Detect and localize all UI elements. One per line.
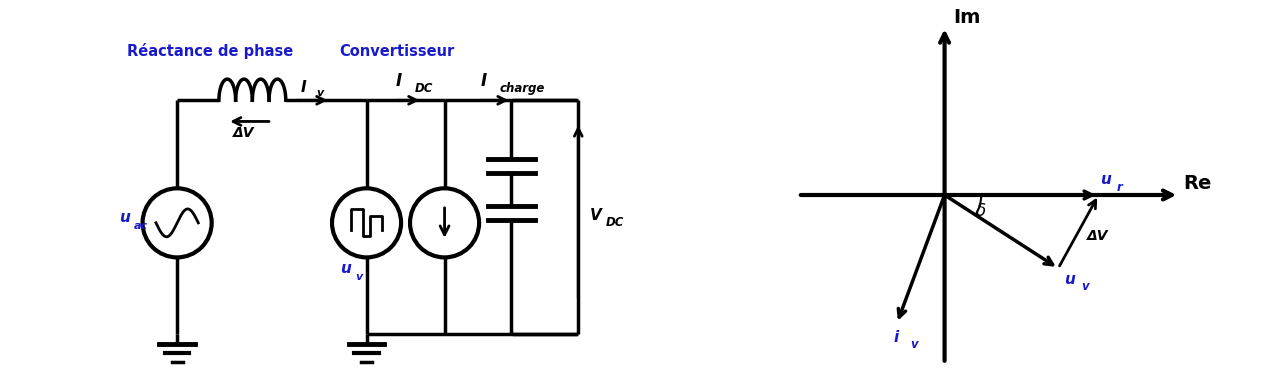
Text: u: u <box>340 261 350 276</box>
Text: δ: δ <box>976 202 986 220</box>
Text: Convertisseur: Convertisseur <box>340 44 455 59</box>
Text: u: u <box>1064 273 1074 287</box>
Text: DC: DC <box>607 216 624 229</box>
Text: I: I <box>301 80 306 95</box>
Text: v: v <box>1082 280 1090 293</box>
Text: Réactance de phase: Réactance de phase <box>128 43 293 59</box>
Text: v: v <box>910 337 918 351</box>
Text: I: I <box>480 73 487 90</box>
Text: DC: DC <box>415 83 432 96</box>
Text: Im: Im <box>953 8 981 27</box>
Text: ΔV: ΔV <box>233 126 254 140</box>
Text: ac: ac <box>134 221 148 230</box>
Text: I: I <box>396 73 402 90</box>
Text: charge: charge <box>499 83 545 96</box>
Text: V: V <box>589 208 602 223</box>
Text: r: r <box>1117 181 1122 194</box>
Text: ΔV: ΔV <box>1087 229 1109 243</box>
Text: i: i <box>894 330 899 345</box>
Text: v: v <box>316 89 324 98</box>
Text: u: u <box>1100 172 1111 187</box>
Text: u: u <box>119 210 129 225</box>
Text: v: v <box>355 272 362 282</box>
Text: Re: Re <box>1183 174 1211 193</box>
